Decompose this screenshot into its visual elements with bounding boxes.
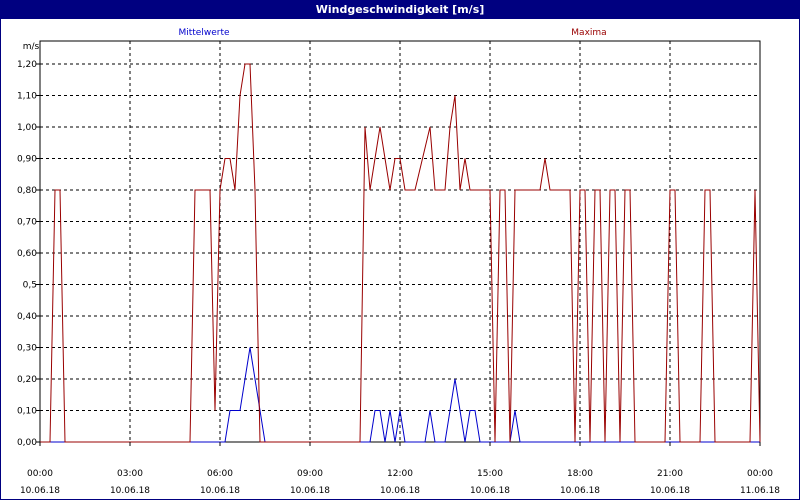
y-axis: 0,00 0,10 0,20 0,30 0,40 0,5 0,60 0,70 0,80 0,90 1… bbox=[17, 60, 40, 448]
y-tick-label: 1,20 bbox=[17, 60, 37, 70]
y-axis-label: m/s bbox=[23, 42, 40, 52]
x-tick-label-time: 12:00 bbox=[387, 469, 413, 479]
series-line-maxima bbox=[40, 63, 761, 443]
series-lines bbox=[40, 63, 761, 443]
x-tick-label-date: 10.06.18 bbox=[110, 486, 150, 496]
x-tick-label-time: 18:00 bbox=[567, 469, 593, 479]
x-axis: 00:00 10.06.18 03:00 10.06.18 06:00 10.06.18 0… bbox=[20, 442, 780, 496]
window-title: Windgeschwindigkeit [m/s] bbox=[1, 1, 799, 19]
y-tick-label: 0,60 bbox=[17, 249, 37, 259]
legend-entry-mittelwerte: Mittelwerte bbox=[178, 28, 229, 38]
x-tick-label-time: 15:00 bbox=[477, 469, 503, 479]
y-tick-label: 0,00 bbox=[17, 438, 37, 448]
y-tick-label: 0,40 bbox=[17, 312, 37, 322]
y-tick-label: 0,10 bbox=[17, 407, 37, 417]
x-tick-label-date: 10.06.18 bbox=[200, 486, 240, 496]
y-tick-label: 1,00 bbox=[17, 123, 37, 133]
x-tick-label-time: 00:00 bbox=[747, 469, 773, 479]
x-tick-label-date: 10.06.18 bbox=[560, 486, 600, 496]
x-tick-label-time: 00:00 bbox=[27, 469, 53, 479]
x-tick-label-date: 10.06.18 bbox=[470, 486, 510, 496]
x-tick-label-date: 10.06.18 bbox=[380, 486, 420, 496]
y-tick-label: 0,90 bbox=[17, 155, 37, 165]
legend-entry-maxima: Maxima bbox=[571, 28, 606, 38]
y-tick-label: 0,70 bbox=[17, 218, 37, 228]
y-tick-label: 0,5 bbox=[23, 281, 37, 291]
y-tick-label: 1,10 bbox=[17, 92, 37, 102]
y-tick-label: 0,80 bbox=[17, 186, 37, 196]
series-line-mittelwerte bbox=[40, 347, 760, 443]
y-tick-label: 0,20 bbox=[17, 375, 37, 385]
grid bbox=[40, 41, 760, 442]
x-tick-label-time: 21:00 bbox=[657, 469, 683, 479]
x-tick-label-time: 03:00 bbox=[117, 469, 143, 479]
x-tick-label-date: 10.06.18 bbox=[20, 486, 60, 496]
x-tick-label-date: 11.06.18 bbox=[740, 486, 780, 496]
x-tick-label-time: 06:00 bbox=[207, 469, 233, 479]
x-tick-label-date: 10.06.18 bbox=[650, 486, 690, 496]
y-tick-label: 0,30 bbox=[17, 344, 37, 354]
x-tick-label-date: 10.06.18 bbox=[290, 486, 330, 496]
x-tick-label-time: 09:00 bbox=[297, 469, 323, 479]
